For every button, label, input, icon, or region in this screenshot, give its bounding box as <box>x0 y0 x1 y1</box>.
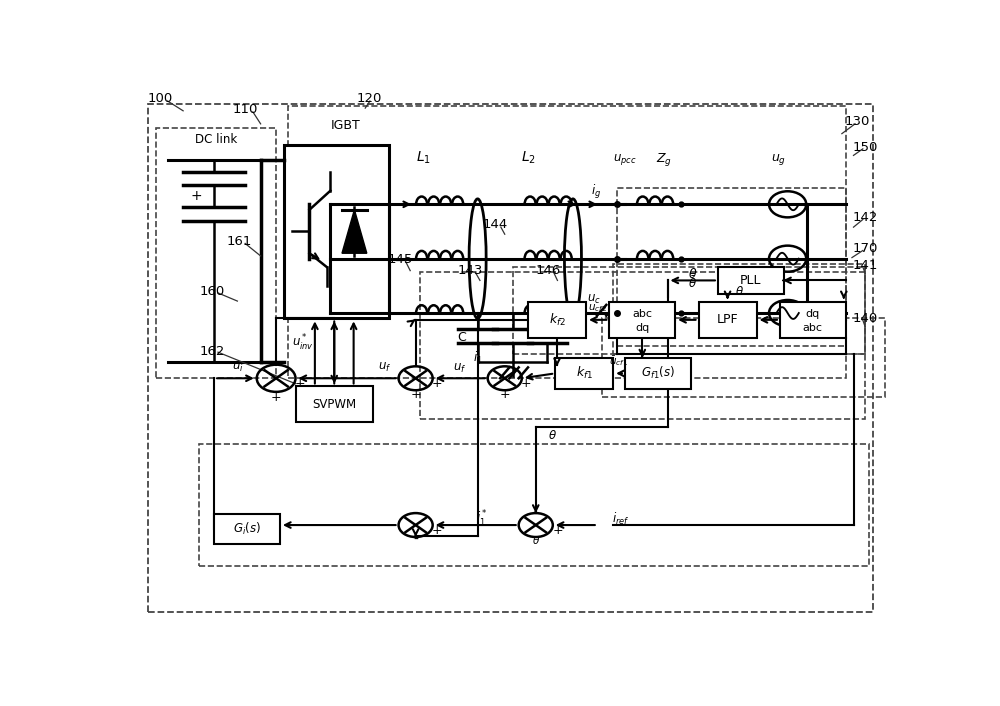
Text: $u_{cf2}$: $u_{cf2}$ <box>588 302 607 313</box>
Text: 150: 150 <box>852 140 878 154</box>
Bar <box>214 514 280 544</box>
Text: 160: 160 <box>200 285 225 298</box>
Bar <box>625 358 691 389</box>
Bar <box>613 264 865 354</box>
Text: IGBT: IGBT <box>331 119 361 132</box>
Text: $\bar{\theta}$: $\bar{\theta}$ <box>688 275 697 291</box>
Text: $\theta$: $\theta$ <box>735 285 744 298</box>
Text: $\theta$: $\theta$ <box>532 534 540 546</box>
Text: 146: 146 <box>536 264 561 277</box>
Text: $G_i(s)$: $G_i(s)$ <box>233 521 261 537</box>
Text: $u^*_{inv}$: $u^*_{inv}$ <box>292 333 314 353</box>
Text: $u_i$: $u_i$ <box>232 361 243 374</box>
Text: $\theta$: $\theta$ <box>688 268 697 282</box>
Text: +: + <box>499 388 510 401</box>
Bar <box>780 302 846 337</box>
Polygon shape <box>342 210 367 253</box>
Text: +: + <box>552 524 563 537</box>
Text: +: + <box>432 524 443 537</box>
Text: 145: 145 <box>387 253 413 266</box>
Text: +: + <box>271 391 281 404</box>
Text: $i_1$: $i_1$ <box>473 350 482 366</box>
Bar <box>528 302 586 337</box>
Bar <box>284 145 388 318</box>
Bar <box>156 128 276 378</box>
Text: +: + <box>295 377 305 390</box>
Bar <box>512 267 865 354</box>
Text: LPF: LPF <box>717 313 738 326</box>
Text: 162: 162 <box>200 345 225 358</box>
Text: 142: 142 <box>852 211 878 225</box>
Text: 143: 143 <box>457 264 483 277</box>
Text: $i_{ref}$: $i_{ref}$ <box>612 510 630 527</box>
Text: +: + <box>190 189 202 203</box>
Text: $u_c$: $u_c$ <box>587 293 601 306</box>
Text: $i^*_1$: $i^*_1$ <box>476 508 487 529</box>
Text: $u_{pcc}$: $u_{pcc}$ <box>613 152 637 167</box>
Text: abc: abc <box>803 323 823 333</box>
Bar <box>296 386 373 421</box>
Text: $k_{f2}$: $k_{f2}$ <box>549 312 566 328</box>
Bar <box>698 302 757 337</box>
Text: DC link: DC link <box>195 133 238 145</box>
Bar <box>288 107 846 378</box>
Text: $u_f$: $u_f$ <box>453 362 467 375</box>
Bar <box>617 188 846 346</box>
Text: +: + <box>431 377 442 390</box>
Text: $\bar{u}_{cf1}$: $\bar{u}_{cf1}$ <box>609 354 629 369</box>
Text: $L_2$: $L_2$ <box>521 150 535 167</box>
Text: $\theta$: $\theta$ <box>548 429 557 442</box>
Bar <box>609 302 675 337</box>
Text: 144: 144 <box>483 218 508 232</box>
Text: 161: 161 <box>226 235 252 248</box>
Text: dq: dq <box>635 323 649 333</box>
Text: $i_g$: $i_g$ <box>591 184 601 201</box>
Text: $L_1$: $L_1$ <box>416 150 431 167</box>
Text: -: - <box>413 533 418 547</box>
Text: $k_{f1}$: $k_{f1}$ <box>576 365 593 381</box>
Text: PLL: PLL <box>740 274 762 287</box>
Text: dq: dq <box>806 309 820 319</box>
Text: 120: 120 <box>356 92 382 104</box>
Text: 130: 130 <box>845 115 870 128</box>
Text: $Z_g$: $Z_g$ <box>656 150 672 168</box>
Bar <box>555 358 613 389</box>
Text: 140: 140 <box>852 312 878 325</box>
Text: abc: abc <box>632 309 652 319</box>
Bar <box>420 273 865 419</box>
Text: $G_{f1}(s)$: $G_{f1}(s)$ <box>641 365 675 381</box>
Bar <box>199 443 869 566</box>
Bar <box>602 318 885 397</box>
Text: +: + <box>410 388 421 401</box>
Text: $u_f$: $u_f$ <box>378 361 391 374</box>
Text: 110: 110 <box>232 102 258 116</box>
Text: 141: 141 <box>852 258 878 272</box>
Text: 170: 170 <box>852 242 878 256</box>
Text: C: C <box>458 331 466 344</box>
Text: SVPWM: SVPWM <box>312 397 356 411</box>
Text: $u_g$: $u_g$ <box>771 152 786 167</box>
Bar <box>718 267 784 294</box>
Text: 100: 100 <box>148 92 173 104</box>
Text: +: + <box>520 377 531 390</box>
